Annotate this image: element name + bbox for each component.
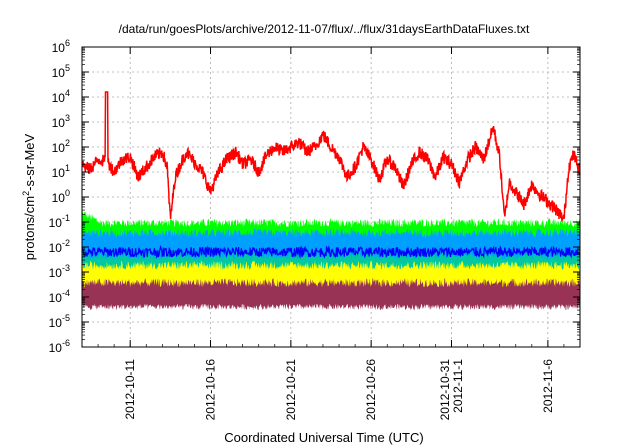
y-tick-base: 10	[52, 166, 66, 180]
y-tick-exp: -4	[62, 288, 70, 298]
y-tick-label: 104	[52, 88, 70, 105]
y-tick-label: 10-6	[49, 338, 70, 355]
y-tick-exp: 6	[65, 38, 70, 48]
y-tick-label: 105	[52, 63, 70, 80]
x-axis: 2012-10-11 2012-10-16 2012-10-21 2012-10-26…	[81, 47, 581, 421]
series-layer	[81, 91, 581, 311]
y-axis-label-main: protons/cm	[22, 196, 37, 260]
series-band	[82, 278, 580, 311]
x-tick-label: 2012-10-11	[123, 359, 137, 420]
y-tick-exp: -2	[62, 238, 70, 248]
y-tick-label: 103	[52, 113, 70, 130]
y-tick-exp: -5	[62, 313, 70, 323]
y-tick-base: 10	[52, 116, 66, 130]
x-tick-label: 2012-10-31	[438, 359, 452, 421]
series-line-red	[81, 91, 581, 222]
y-tick-base: 10	[52, 91, 66, 105]
y-tick-base: 10	[49, 266, 63, 280]
y-axis: 10-610-510-410-310-210-11001011021031041…	[49, 38, 580, 355]
chart-title: /data/run/goesPlots/archive/2012-11-07/f…	[119, 22, 530, 36]
y-tick-label: 10-2	[49, 238, 70, 255]
y-tick-label: 10-4	[49, 288, 70, 305]
y-tick-exp: 1	[65, 163, 70, 173]
y-tick-exp: 4	[65, 88, 70, 98]
series-line-blue	[81, 244, 581, 259]
y-tick-base: 10	[52, 141, 66, 155]
x-tick-label: 2012-10-21	[284, 359, 298, 421]
y-tick-base: 10	[52, 41, 66, 55]
y-axis-label: protons/cm2-s-sr-MeV	[21, 133, 37, 260]
x-tick-label: 2012-10-16	[204, 359, 218, 421]
y-tick-exp: 5	[65, 63, 70, 73]
y-tick-exp: -3	[62, 263, 70, 273]
y-tick-base: 10	[49, 291, 63, 305]
y-tick-exp: 0	[65, 188, 70, 198]
y-tick-base: 10	[49, 316, 63, 330]
x-tick-label: 2012-10-26	[364, 359, 378, 421]
x-axis-label: Coordinated Universal Time (UTC)	[224, 430, 423, 445]
y-tick-base: 10	[49, 216, 63, 230]
y-tick-exp: 2	[65, 138, 70, 148]
y-tick-base: 10	[52, 191, 66, 205]
y-tick-exp: -6	[62, 338, 70, 348]
y-axis-label-rest: -s-sr-MeV	[22, 133, 37, 190]
y-tick-label: 106	[52, 38, 70, 55]
x-tick-label: 2012-11-6	[541, 359, 555, 413]
y-tick-base: 10	[49, 341, 63, 355]
y-tick-exp: 3	[65, 113, 70, 123]
y-tick-label: 101	[52, 163, 70, 180]
y-tick-exp: -1	[62, 213, 70, 223]
y-axis-label-superscript: 2	[21, 191, 31, 196]
x-tick-label: 2012-11-1	[451, 359, 465, 413]
y-tick-label: 10-3	[49, 263, 70, 280]
y-tick-label: 10-1	[49, 213, 70, 230]
y-tick-label: 10-5	[49, 313, 70, 330]
y-tick-base: 10	[52, 66, 66, 80]
plot-area: 10-610-510-410-310-210-11001011021031041…	[49, 38, 581, 421]
y-tick-base: 10	[49, 241, 63, 255]
y-tick-label: 100	[52, 188, 70, 205]
y-tick-label: 102	[52, 138, 70, 155]
